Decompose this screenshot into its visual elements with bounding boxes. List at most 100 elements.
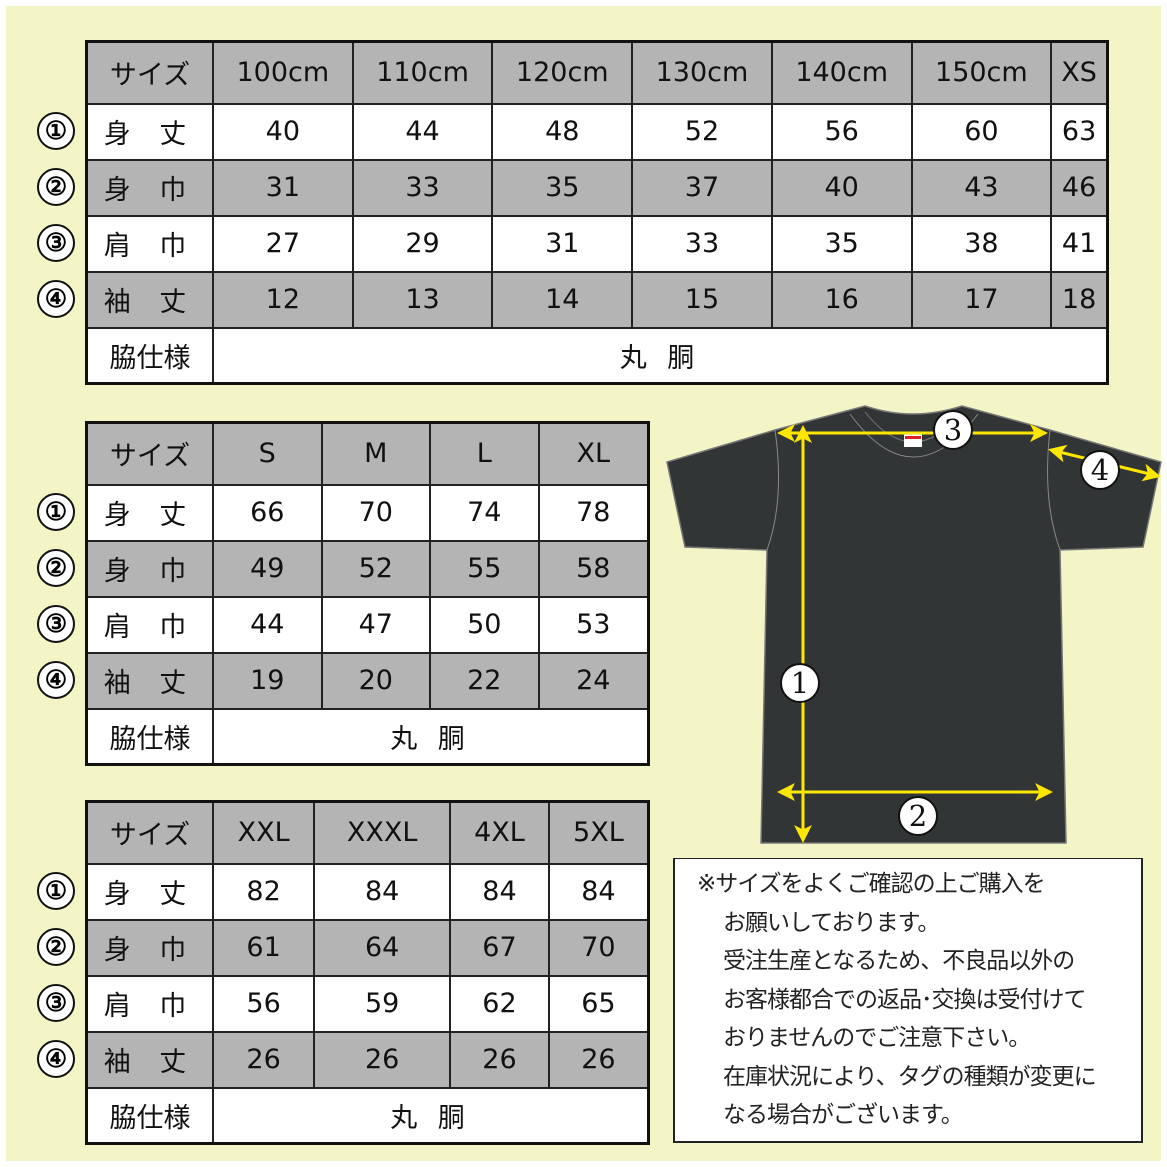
notice-line: 受注生産となるため、不良品以外の	[723, 948, 1075, 974]
table-cell: 66	[212, 483, 323, 542]
table-cell: 17	[910, 270, 1053, 329]
table-cell: 48	[491, 102, 634, 161]
table-cell: 65	[547, 974, 650, 1033]
size-header: XL	[537, 421, 650, 486]
table-cell: 44	[212, 595, 323, 654]
marker-3: ③	[37, 984, 75, 1022]
table-cell: 82	[211, 862, 316, 921]
size-header: 110cm	[351, 40, 494, 105]
size-table-3: サイズ XXL XXXL 4XL 5XL 身 丈 82 84 84 84 身 巾 61 64 67 70 肩 …	[85, 800, 650, 1145]
marker-2: ②	[37, 168, 75, 206]
size-header: XXL	[211, 800, 316, 865]
table-cell: 52	[631, 102, 773, 161]
diagram-marker-3	[933, 410, 973, 450]
table-cell: 70	[320, 483, 431, 542]
table-cell: 63	[1050, 102, 1109, 161]
side-row: 脇仕様丸 胴	[85, 707, 650, 766]
notice-box: ※サイズをよくご確認の上ご購入をお願いしております。受注生産となるため、不良品以…	[673, 858, 1143, 1143]
size-table-2: サイズ S M L XL 身 丈 66 70 74 78 身 巾 49 52 55 58 肩 巾 44 47 50 5…	[85, 421, 650, 766]
table-cell: 31	[212, 158, 354, 217]
table-cell: 49	[212, 539, 323, 598]
notice-line: お願いしております。	[723, 909, 940, 936]
measure-row: 肩 巾 56 59 62 65	[85, 974, 650, 1033]
tshirt-diagram: 1 2 3 4	[666, 405, 1162, 844]
measure-label: 身 丈	[85, 102, 214, 161]
diagram-marker-1	[780, 663, 820, 703]
header-row: サイズ XXL XXXL 4XL 5XL	[85, 800, 650, 865]
measure-label: 身 巾	[85, 539, 214, 598]
table-cell: 78	[537, 483, 650, 542]
header-row: サイズ 100cm 110cm 120cm 130cm 140cm 150cm XS	[85, 40, 1109, 105]
size-header: 100cm	[212, 40, 354, 105]
marker-3: ③	[37, 605, 75, 643]
table-cell: 60	[910, 102, 1053, 161]
side-value: 丸 胴	[212, 1086, 650, 1145]
table-cell: 35	[491, 158, 634, 217]
size-header: 140cm	[770, 40, 913, 105]
brand-tag	[904, 434, 922, 447]
table-cell: 16	[770, 270, 913, 329]
size-header: S	[212, 421, 323, 486]
table-cell: 38	[910, 214, 1053, 273]
measure-row: 身 丈 40 44 48 52 56 60 63	[85, 102, 1109, 161]
side-value: 丸 胴	[212, 326, 1109, 385]
table-cell: 26	[313, 1030, 452, 1089]
size-header: 5XL	[547, 800, 650, 865]
diagram-marker-label: 3	[944, 413, 962, 447]
table-cell: 13	[351, 270, 494, 329]
side-row: 脇仕様丸 胴	[85, 1086, 650, 1145]
table-cell: 52	[320, 539, 431, 598]
table-cell: 24	[537, 651, 650, 710]
table-cell: 33	[351, 158, 494, 217]
table-cell: 29	[351, 214, 494, 273]
measure-label: 身 丈	[85, 862, 214, 921]
table-cell: 67	[449, 918, 550, 977]
notice-line: なる場合がございます。	[723, 1102, 964, 1128]
size-header: XXXL	[313, 800, 452, 865]
marker-3: ③	[37, 224, 75, 262]
notice-line: おりませんのでご注意下さい。	[723, 1025, 1031, 1051]
marker-1: ①	[37, 872, 75, 910]
table-cell: 12	[212, 270, 354, 329]
measure-label: 身 巾	[85, 158, 214, 217]
table-cell: 84	[313, 862, 452, 921]
table-cell: 27	[212, 214, 354, 273]
marker-4: ④	[37, 280, 75, 318]
measure-label: 身 丈	[85, 483, 214, 542]
table-cell: 56	[770, 102, 913, 161]
notice-line: ※サイズをよくご確認の上ご購入を	[697, 871, 1046, 897]
size-header: L	[429, 421, 540, 486]
measure-label: 袖 丈	[85, 1030, 214, 1089]
measure-label: 袖 丈	[85, 651, 214, 710]
size-header: 150cm	[910, 40, 1053, 105]
measure-row: 肩 巾 27 29 31 33 35 38 41	[85, 214, 1109, 273]
table-cell: 15	[631, 270, 773, 329]
marker-4: ④	[37, 661, 75, 699]
measure-row: 袖 丈 19 20 22 24	[85, 651, 650, 710]
measure-row: 身 丈 82 84 84 84	[85, 862, 650, 921]
table-cell: 26	[211, 1030, 316, 1089]
measure-row: 袖 丈 26 26 26 26	[85, 1030, 650, 1089]
measure-label: 肩 巾	[85, 214, 214, 273]
size-header: 4XL	[449, 800, 550, 865]
measure-row: 袖 丈 12 13 14 15 16 17 18	[85, 270, 1109, 329]
measure-row: 身 巾 49 52 55 58	[85, 539, 650, 598]
table-cell: 74	[429, 483, 540, 542]
table-cell: 84	[547, 862, 650, 921]
table-cell: 19	[212, 651, 323, 710]
table-cell: 64	[313, 918, 452, 977]
diagram-marker-4	[1080, 450, 1120, 490]
table-cell: 35	[770, 214, 913, 273]
size-label: サイズ	[85, 40, 214, 105]
header-row: サイズ S M L XL	[85, 421, 650, 486]
table-cell: 46	[1050, 158, 1109, 217]
notice-line: 在庫状況により、タグの種類が変更に	[723, 1063, 1097, 1090]
table-cell: 59	[313, 974, 452, 1033]
table-cell: 56	[211, 974, 316, 1033]
table-cell: 55	[429, 539, 540, 598]
table-cell: 47	[320, 595, 431, 654]
table-cell: 61	[211, 918, 316, 977]
table-cell: 22	[429, 651, 540, 710]
measure-label: 肩 巾	[85, 595, 214, 654]
